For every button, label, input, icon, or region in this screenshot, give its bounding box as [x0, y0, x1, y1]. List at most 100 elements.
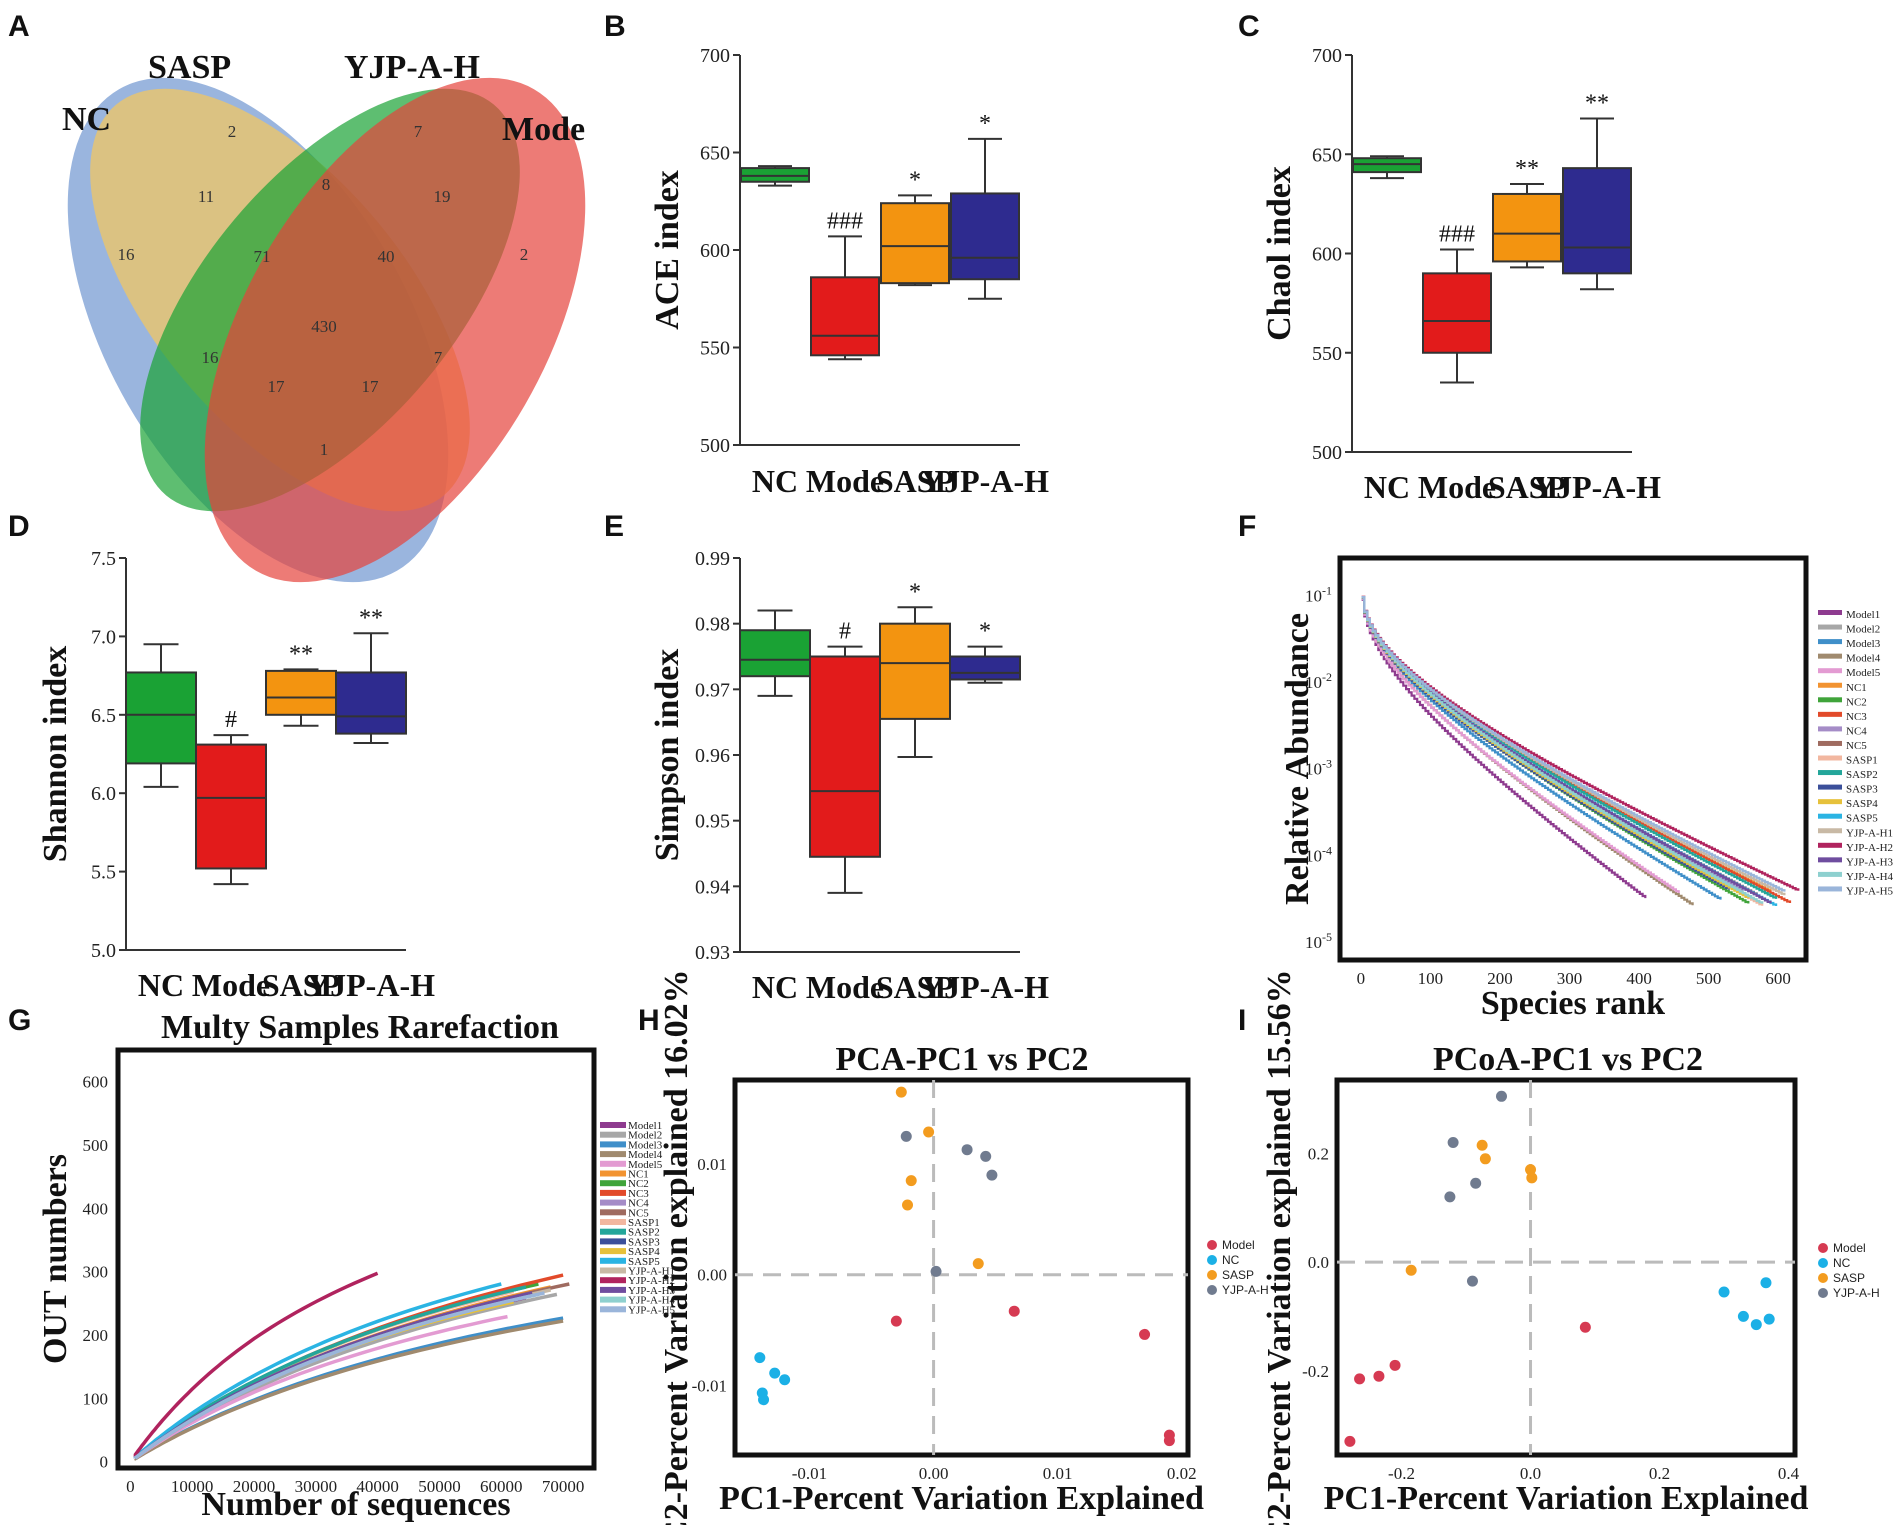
- rarefaction-curve-yjp-a-h4: [133, 1292, 539, 1460]
- point-model: [1373, 1370, 1385, 1382]
- legend-swatch: [600, 1189, 626, 1196]
- y-axis-title: OUT numbers: [37, 1154, 74, 1364]
- point-model: [1354, 1373, 1366, 1385]
- significance-mark: **: [1515, 156, 1539, 182]
- rarefaction-curve-nc4: [133, 1295, 521, 1460]
- legend-label: YJP-A-H4: [628, 1295, 676, 1307]
- panel-label-g: G: [8, 1004, 31, 1037]
- chart-title: Multy Samples Rarefaction: [161, 1009, 559, 1046]
- point-yjp-a-h: [1466, 1275, 1478, 1287]
- venn-region-count: 16: [202, 348, 219, 367]
- venn-region-count: 17: [362, 377, 380, 396]
- box-sasp: [879, 622, 951, 720]
- y-tick-label: 10-2: [1305, 670, 1332, 692]
- point-yjp-a-h: [1447, 1137, 1459, 1148]
- legend-label: Model2: [628, 1130, 662, 1142]
- x-tick-label: 200: [1487, 969, 1513, 988]
- point-sasp: [902, 1199, 914, 1211]
- venn-set-label: NC: [62, 101, 111, 138]
- legend-marker: [1207, 1270, 1217, 1280]
- point-model: [1579, 1321, 1591, 1333]
- y-tick-label: 400: [83, 1199, 109, 1218]
- legend-marker: [1818, 1288, 1828, 1298]
- legend-label: NC3: [628, 1188, 649, 1200]
- point-sasp: [923, 1126, 935, 1138]
- legend-label: NC4: [1846, 725, 1867, 737]
- legend-label: NC1: [1846, 682, 1867, 694]
- legend-swatch: [600, 1296, 626, 1303]
- legend-swatch: [1818, 697, 1842, 703]
- category-label: SASP: [262, 967, 340, 1003]
- point-nc: [754, 1352, 766, 1364]
- rarefaction-curve-sasp3: [133, 1294, 527, 1460]
- y-tick-label: 100: [83, 1389, 109, 1408]
- legend-marker: [1207, 1285, 1217, 1295]
- legend-label: YJP-A-H1: [628, 1266, 675, 1278]
- legend-swatch: [600, 1267, 626, 1274]
- legend-swatch: [1818, 639, 1842, 645]
- point-model: [1008, 1305, 1020, 1317]
- y-tick-label: 6.0: [91, 783, 116, 805]
- panel-b-ace: 500 550 600 650 700 ACE index NC ### Mode * SASP * Y…: [649, 45, 1049, 499]
- legend-label: NC: [1222, 1253, 1240, 1267]
- legend-label: SASP1: [628, 1217, 660, 1229]
- significance-mark: ###: [827, 208, 863, 234]
- venn-region-count: 16: [118, 245, 135, 264]
- legend-swatch: [1818, 828, 1842, 834]
- y-tick-label: 10-1: [1305, 583, 1332, 605]
- rarefaction-curve-sasp4: [133, 1300, 514, 1460]
- panel-label-i: I: [1238, 1004, 1246, 1037]
- panel-label-c: C: [1238, 10, 1260, 43]
- legend-label: YJP-A-H3: [1846, 856, 1894, 868]
- point-sasp: [1479, 1153, 1491, 1165]
- chart-title: PCoA-PC1 vs PC2: [1433, 1041, 1703, 1078]
- category-label: NC: [752, 463, 798, 499]
- box-mode: [809, 655, 881, 858]
- series-line-yjp-a-h1: [1361, 596, 1786, 896]
- point-sasp: [1405, 1264, 1417, 1276]
- category-label: Mode: [192, 967, 270, 1003]
- legend-swatch: [1818, 653, 1842, 659]
- legend-swatch: [600, 1286, 626, 1293]
- category-label: SASP: [876, 969, 954, 1005]
- y-tick-label: 600: [700, 240, 730, 262]
- venn-region-count: 11: [198, 187, 214, 206]
- y-tick-label: 550: [1312, 343, 1342, 365]
- point-model: [1389, 1359, 1401, 1371]
- x-tick-label: 0.01: [1043, 1464, 1073, 1483]
- y-tick-label: 300: [83, 1263, 109, 1282]
- category-label: YJP-A-H: [921, 969, 1049, 1005]
- legend-swatch: [600, 1277, 626, 1284]
- significance-mark: *: [979, 111, 991, 137]
- x-axis-title: Number of sequences: [201, 1486, 510, 1523]
- legend-label: NC: [1833, 1256, 1851, 1270]
- series-line-nc3: [1361, 595, 1792, 903]
- point-nc: [769, 1367, 781, 1379]
- x-tick-label: 300: [1557, 969, 1583, 988]
- box-mode: [810, 276, 880, 357]
- legend-swatch: [600, 1122, 626, 1128]
- legend-swatch: [600, 1228, 626, 1235]
- legend-label: NC2: [628, 1178, 649, 1190]
- box-mode: [195, 743, 267, 870]
- box-sasp: [880, 202, 950, 285]
- y-tick-label: 650: [700, 143, 730, 165]
- series-line-model5: [1361, 597, 1680, 893]
- significance-mark: #: [225, 707, 237, 733]
- point-nc: [1750, 1319, 1762, 1331]
- legend-swatch: [600, 1248, 626, 1255]
- legend-label: NC5: [1846, 740, 1867, 752]
- legend-label: Model5: [1846, 667, 1881, 679]
- significance-mark: *: [909, 579, 921, 605]
- plot-frame: [115, 1047, 597, 1471]
- legend-label: NC5: [628, 1207, 649, 1219]
- legend-label: Model5: [628, 1159, 663, 1171]
- legend-swatch: [1818, 755, 1842, 761]
- point-sasp: [1526, 1172, 1538, 1184]
- point-sasp: [1476, 1139, 1488, 1151]
- y-tick-label: 10-5: [1305, 930, 1332, 952]
- legend-label: NC2: [1846, 696, 1867, 708]
- legend-swatch: [600, 1306, 626, 1313]
- series-line-yjp-a-h4: [1361, 596, 1764, 904]
